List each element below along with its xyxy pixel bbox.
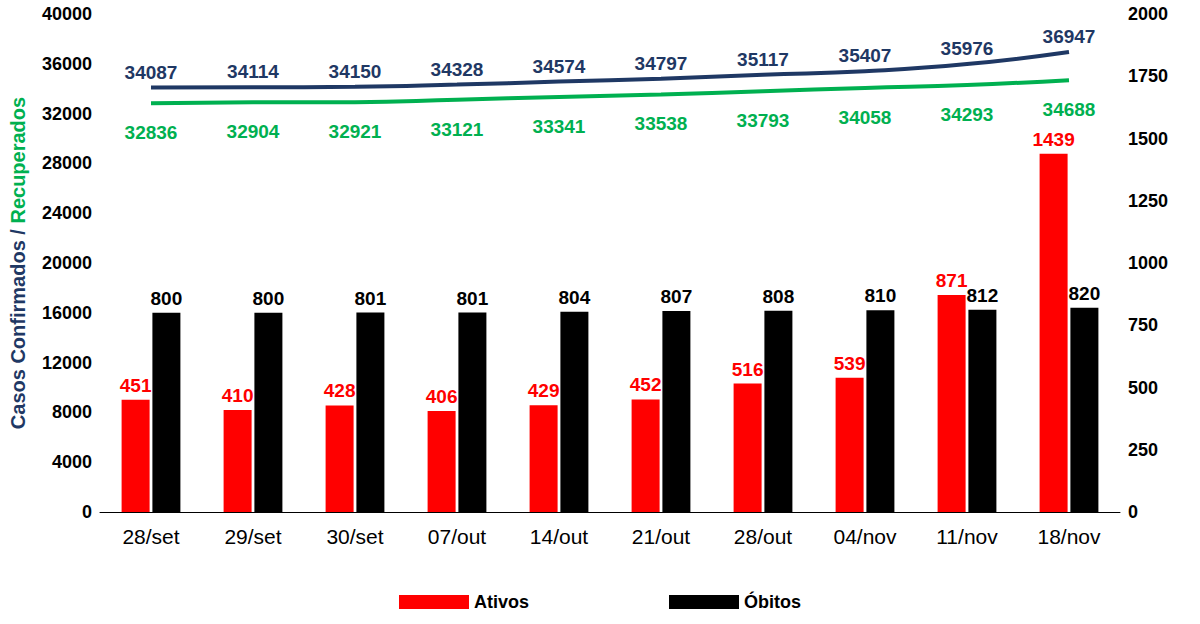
- svg-text:1250: 1250: [1128, 191, 1168, 211]
- svg-text:750: 750: [1128, 315, 1158, 335]
- svg-text:451: 451: [120, 375, 152, 396]
- svg-text:07/out: 07/out: [428, 525, 487, 548]
- svg-text:1439: 1439: [1032, 129, 1074, 150]
- svg-text:29/set: 29/set: [224, 525, 281, 548]
- svg-text:801: 801: [355, 288, 387, 309]
- svg-text:810: 810: [865, 285, 897, 306]
- svg-text:2000: 2000: [1128, 4, 1168, 24]
- svg-text:808: 808: [763, 286, 795, 307]
- svg-text:28/set: 28/set: [122, 525, 179, 548]
- svg-text:33793: 33793: [737, 110, 790, 131]
- svg-text:35976: 35976: [941, 38, 994, 59]
- svg-text:35407: 35407: [839, 45, 892, 66]
- svg-text:18/nov: 18/nov: [1037, 525, 1101, 548]
- svg-text:32921: 32921: [329, 121, 382, 142]
- svg-text:32904: 32904: [227, 121, 280, 142]
- svg-text:800: 800: [253, 288, 285, 309]
- svg-text:812: 812: [967, 285, 999, 306]
- svg-text:32000: 32000: [42, 104, 92, 124]
- svg-text:21/out: 21/out: [632, 525, 691, 548]
- svg-text:871: 871: [936, 270, 968, 291]
- svg-text:36000: 36000: [42, 54, 92, 74]
- svg-text:Recuperados: Recuperados: [7, 97, 29, 224]
- svg-text:0: 0: [82, 502, 92, 522]
- svg-text:0: 0: [1128, 502, 1138, 522]
- svg-text:Ativos: Ativos: [474, 592, 529, 612]
- svg-text:28/out: 28/out: [734, 525, 793, 548]
- svg-text:8000: 8000: [52, 402, 92, 422]
- svg-text:34114: 34114: [227, 61, 279, 82]
- svg-text:24000: 24000: [42, 203, 92, 223]
- svg-text:516: 516: [732, 359, 764, 380]
- svg-text:36947: 36947: [1043, 26, 1096, 47]
- svg-text:34087: 34087: [125, 62, 178, 83]
- svg-text:500: 500: [1128, 378, 1158, 398]
- svg-text:250: 250: [1128, 440, 1158, 460]
- svg-text:801: 801: [457, 288, 489, 309]
- svg-text:28000: 28000: [42, 153, 92, 173]
- svg-text:33341: 33341: [533, 116, 586, 137]
- svg-text:34150: 34150: [329, 61, 382, 82]
- svg-text:34058: 34058: [839, 107, 892, 128]
- svg-text:820: 820: [1069, 283, 1101, 304]
- svg-text:Óbitos: Óbitos: [744, 591, 801, 612]
- svg-text:14/out: 14/out: [530, 525, 589, 548]
- svg-text:1750: 1750: [1128, 66, 1168, 86]
- svg-text:12000: 12000: [42, 353, 92, 373]
- svg-text:34293: 34293: [941, 104, 994, 125]
- svg-text:35117: 35117: [737, 49, 789, 70]
- svg-text:452: 452: [630, 374, 662, 395]
- svg-text:4000: 4000: [52, 452, 92, 472]
- svg-text:804: 804: [559, 287, 591, 308]
- svg-text:539: 539: [834, 353, 866, 374]
- svg-text:807: 807: [661, 286, 693, 307]
- svg-text:34328: 34328: [431, 59, 484, 80]
- svg-text:40000: 40000: [42, 4, 92, 24]
- svg-text:800: 800: [151, 288, 183, 309]
- svg-text:Casos Confirmados: Casos Confirmados: [7, 240, 29, 429]
- svg-text:/: /: [7, 224, 29, 241]
- svg-text:33538: 33538: [635, 113, 688, 134]
- svg-text:16000: 16000: [42, 303, 92, 323]
- svg-text:34688: 34688: [1043, 99, 1096, 120]
- svg-text:33121: 33121: [431, 119, 484, 140]
- svg-text:1500: 1500: [1128, 129, 1168, 149]
- svg-text:406: 406: [426, 386, 458, 407]
- svg-text:428: 428: [324, 380, 356, 401]
- svg-text:32836: 32836: [125, 122, 178, 143]
- svg-text:11/nov: 11/nov: [936, 525, 998, 548]
- svg-text:34574: 34574: [533, 56, 586, 77]
- svg-text:30/set: 30/set: [326, 525, 383, 548]
- svg-text:04/nov: 04/nov: [833, 525, 897, 548]
- svg-text:20000: 20000: [42, 253, 92, 273]
- svg-text:1000: 1000: [1128, 253, 1168, 273]
- svg-text:410: 410: [222, 385, 254, 406]
- svg-text:429: 429: [528, 380, 560, 401]
- svg-text:34797: 34797: [635, 53, 688, 74]
